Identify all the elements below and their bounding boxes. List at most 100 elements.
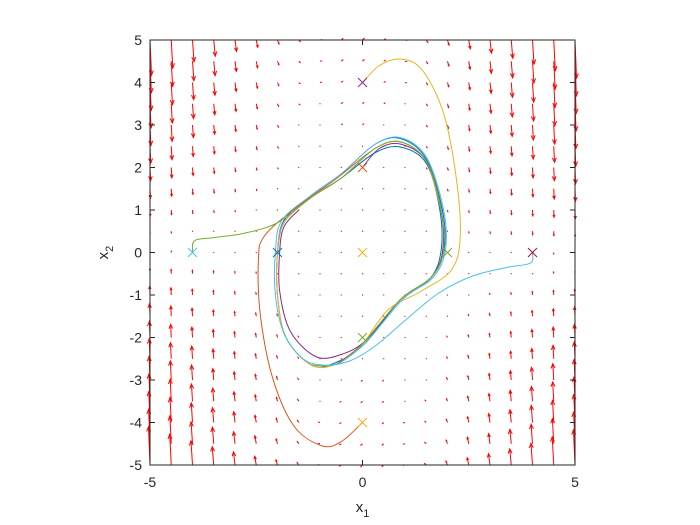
field-arrow [213,209,215,214]
y-tick-label: -1 [130,287,143,303]
field-arrow [488,352,491,359]
field-arrow [298,273,300,275]
field-arrow [275,375,278,381]
field-arrow [319,124,321,126]
field-arrow [404,209,406,211]
field-arrow [191,61,196,82]
field-arrow [425,315,427,317]
field-arrow [466,456,470,466]
field-arrow [212,103,217,116]
field-arrow [234,124,237,133]
field-arrow [468,209,470,214]
field-arrow [211,367,216,381]
field-arrow [447,103,450,109]
field-arrow [425,251,427,254]
field-arrow [191,82,196,101]
field-arrow [319,400,321,402]
field-arrow [509,61,515,80]
field-arrow [509,349,513,359]
field-arrow [296,440,300,445]
field-arrow [425,273,427,275]
field-arrow [231,430,237,444]
field-arrow [404,336,406,339]
y-tick-label: -4 [130,415,143,431]
field-arrow [383,294,385,296]
field-arrow [383,102,386,105]
field-arrow [446,230,449,232]
field-arrow [319,209,321,211]
field-arrow [425,103,428,107]
field-arrow [446,315,449,317]
y-tick-label: 2 [134,160,142,176]
field-arrow [211,347,215,359]
field-arrow [234,270,236,274]
y-tick-label: 4 [134,75,142,91]
field-arrow [362,58,365,62]
field-arrow [191,39,197,63]
field-arrow [489,231,491,235]
field-arrow [468,61,472,71]
field-arrow [508,389,513,402]
field-arrow [425,379,427,381]
field-arrow [188,420,194,444]
field-arrow [468,294,470,296]
field-arrow [531,39,537,66]
field-arrow [254,352,257,359]
field-arrow [234,167,237,173]
x-tick-label: 5 [571,474,579,490]
start-marker [527,247,538,258]
field-arrow [190,103,196,120]
x-axis-label-base: x [356,499,364,516]
field-arrow [531,188,535,199]
field-arrow [298,230,300,232]
field-arrow [276,209,279,211]
field-arrow [510,209,513,216]
field-arrow [383,273,385,275]
field-arrow [468,251,470,254]
field-arrow [213,251,215,254]
field-arrow [425,167,428,170]
field-arrow [510,167,514,177]
field-arrow [404,379,406,381]
field-arrow [319,103,321,105]
field-arrow [468,82,472,91]
field-arrow [298,166,300,169]
field-arrow [489,167,492,175]
field-arrow [276,313,278,317]
field-arrow [255,251,257,254]
field-arrow [507,428,513,444]
x-tick-label: 0 [359,474,367,490]
field-arrow [446,355,448,359]
field-arrow [531,209,534,218]
field-arrow [361,315,364,317]
field-arrow [297,377,300,381]
field-arrow [340,123,344,126]
field-arrow [340,101,344,105]
field-arrow [319,145,321,147]
field-arrow [212,61,218,77]
trajectory-line-3 [276,58,461,369]
field-arrow [277,103,280,108]
field-arrow [529,385,535,402]
field-arrow [552,103,558,128]
field-arrow [383,209,385,211]
trajectory-line-1 [276,137,446,368]
field-arrow [277,61,280,66]
field-arrow [234,251,236,254]
field-arrow [445,459,448,466]
x-axis-label: x1 [356,499,370,520]
field-arrow [466,436,470,444]
field-arrow [212,269,215,274]
field-arrow [487,432,491,444]
field-arrow [425,230,427,232]
field-arrow [551,325,556,338]
field-arrow [254,332,257,338]
field-arrow [404,124,406,126]
field-arrow [489,188,492,195]
field-arrow [468,273,470,275]
field-arrow [510,231,513,236]
field-arrow [212,308,215,317]
field-arrow [170,39,175,70]
field-arrow [425,294,427,296]
field-arrow [489,251,491,254]
